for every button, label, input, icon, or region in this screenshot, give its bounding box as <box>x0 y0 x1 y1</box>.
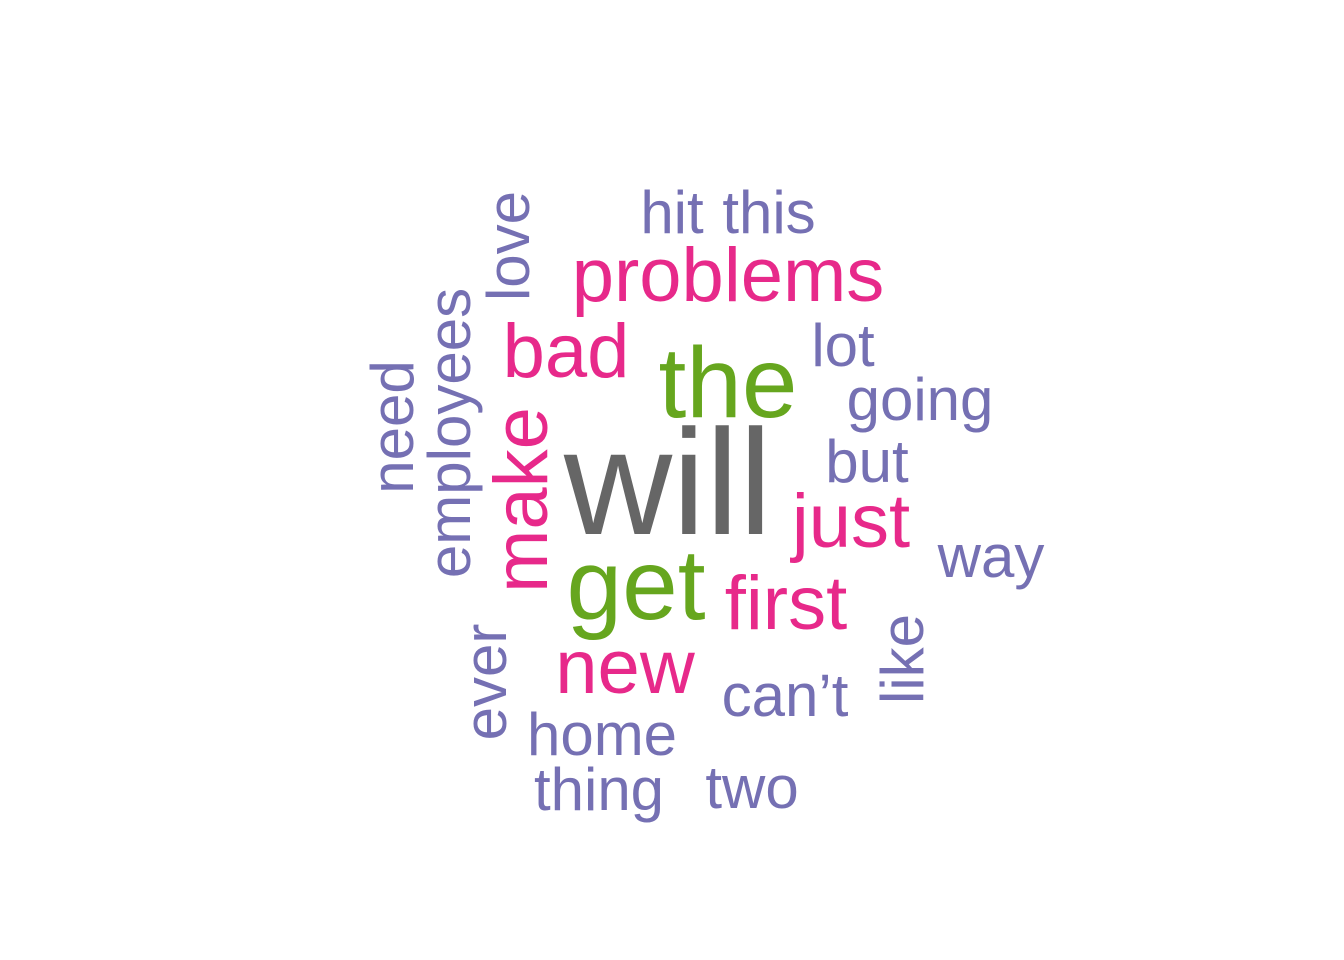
word-get: get <box>566 529 706 641</box>
word-make: make <box>479 407 564 593</box>
word-first: first <box>724 561 848 646</box>
word-going: going <box>846 366 994 433</box>
word-but: but <box>825 428 909 495</box>
word-thing: thing <box>533 756 665 823</box>
word-like: like <box>869 613 936 705</box>
word-love: love <box>475 190 542 302</box>
word-employees: employees <box>416 287 483 579</box>
word-need: need <box>359 360 426 494</box>
word-home: home <box>526 701 678 768</box>
word-ever: ever <box>452 623 519 741</box>
word-two: two <box>705 754 799 821</box>
word-new: new <box>555 625 695 710</box>
word-hit: hit <box>640 179 704 246</box>
word-cant: can’t <box>721 662 849 729</box>
word-way: way <box>937 523 1045 590</box>
word-will: will <box>563 398 773 566</box>
word-problems: problems <box>571 233 885 318</box>
word-just: just <box>791 479 911 564</box>
word-the: the <box>658 327 798 439</box>
word-lot: lot <box>811 312 875 379</box>
word-bad: bad <box>502 309 630 394</box>
word-this: this <box>722 179 816 246</box>
